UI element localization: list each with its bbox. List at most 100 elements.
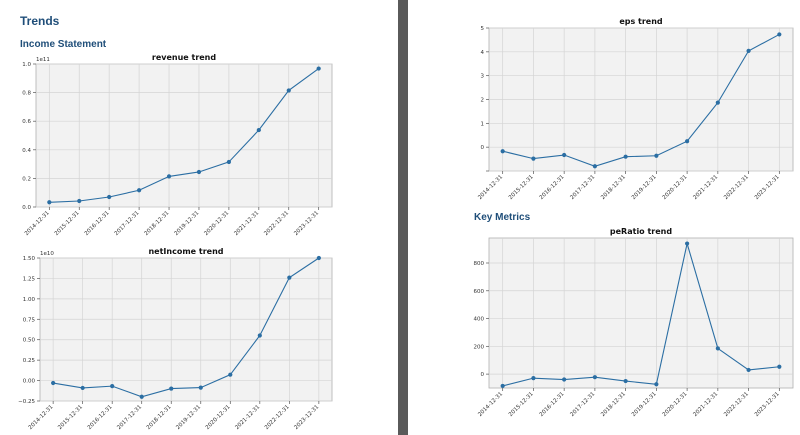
data-point	[715, 100, 720, 105]
x-tick-label: 2019-12-31	[174, 210, 201, 237]
plot-area	[488, 237, 794, 389]
x-tick-label: 2021-12-31	[692, 391, 719, 418]
y-tick-label: 1.00	[23, 297, 36, 303]
data-point	[746, 48, 751, 53]
data-point	[562, 377, 567, 382]
x-tick-label: 2018-12-31	[144, 210, 171, 237]
data-point	[256, 127, 261, 133]
x-tick-label: 2014-12-31	[28, 404, 55, 431]
y-tick-label: 0.6	[22, 119, 31, 125]
x-tick-label: 2015-12-31	[57, 404, 84, 431]
data-point	[137, 188, 142, 193]
axis-offset-text: 1e11	[36, 57, 50, 63]
netincome-trend-chart: −0.25 0.00 0.25 0.50 0.75 1.00 1.25 1.50 2014-12…	[18, 247, 333, 431]
data-point	[685, 139, 690, 144]
chart-title: netIncome trend	[148, 247, 223, 256]
x-tick-label: 2016-12-31	[84, 210, 111, 237]
data-point	[592, 375, 597, 380]
data-point	[562, 152, 567, 158]
x-tick-label: 2022-12-31	[264, 404, 291, 431]
data-point	[287, 275, 292, 280]
series-line	[502, 33, 780, 167]
series-line	[49, 68, 320, 203]
x-tick-label: 2021-12-31	[692, 174, 719, 201]
data-point	[623, 378, 628, 384]
x-tick-label: 2014-12-31	[477, 391, 504, 418]
data-point	[139, 394, 144, 399]
trends-heading: Trends	[20, 14, 60, 28]
y-tick-label: 600	[474, 289, 485, 295]
data-point	[715, 346, 720, 351]
data-point	[500, 383, 505, 389]
data-point	[257, 333, 262, 338]
data-point	[654, 153, 659, 158]
x-tick-label: 2017-12-31	[114, 210, 141, 237]
plot-area	[35, 63, 333, 208]
x-tick-label: 2015-12-31	[54, 210, 81, 237]
data-point	[777, 32, 782, 37]
data-point	[746, 367, 751, 373]
x-tick-label: 2018-12-31	[146, 404, 173, 431]
x-tick-label: 2021-12-31	[234, 404, 261, 431]
x-tick-label: 2017-12-31	[569, 391, 596, 418]
plot-area	[39, 257, 333, 402]
x-tick-label: 2016-12-31	[539, 391, 566, 418]
chart-title: peRatio trend	[610, 227, 672, 236]
y-tick-label: 400	[474, 317, 485, 323]
data-point	[77, 198, 82, 204]
series-line	[53, 257, 320, 398]
y-tick-label: 0	[481, 145, 485, 151]
x-tick-label: 2020-12-31	[205, 404, 232, 431]
data-point	[196, 169, 202, 175]
data-point	[226, 159, 231, 165]
x-tick-label: 2022-12-31	[723, 174, 750, 201]
data-point	[286, 88, 291, 93]
x-tick-label: 2022-12-31	[723, 391, 750, 418]
y-tick-label: 1	[481, 121, 485, 127]
y-tick-label: 0.4	[22, 148, 31, 154]
x-tick-label: 2020-12-31	[203, 210, 230, 237]
pane-divider[interactable]	[398, 0, 408, 435]
eps-trend-chart: 0 1 2 3 4 5 2014-12-31 2015-12-31 2016-12-31 2017…	[477, 17, 794, 201]
x-tick-label: 2017-12-31	[116, 404, 143, 431]
y-tick-label: 0.00	[23, 379, 36, 385]
y-tick-label: 0.25	[23, 358, 36, 364]
data-point	[166, 174, 172, 179]
x-tick-label: 2016-12-31	[539, 174, 566, 201]
data-point	[531, 376, 536, 381]
y-tick-label: 200	[474, 344, 485, 350]
x-tick-label: 2018-12-31	[600, 391, 627, 418]
y-tick-label: 0.50	[23, 338, 36, 344]
series-line	[502, 243, 780, 387]
data-point	[80, 385, 85, 391]
x-tick-label: 2019-12-31	[631, 174, 658, 201]
income-statement-heading: Income Statement	[20, 39, 107, 50]
x-tick-label: 2018-12-31	[600, 174, 627, 201]
y-tick-label: 0.8	[22, 91, 31, 97]
x-tick-label: 2023-12-31	[293, 210, 320, 237]
x-tick-label: 2015-12-31	[508, 174, 535, 201]
left-report-pane: Trends Income Statement 0.0 0.2 0.4 0.6 0.8 1…	[0, 0, 398, 435]
y-tick-label: 800	[474, 261, 485, 267]
data-point	[316, 66, 321, 71]
x-tick-label: 2023-12-31	[754, 174, 781, 201]
y-tick-label: 1.50	[23, 256, 36, 262]
axis-offset-text: 1e10	[40, 251, 54, 257]
y-tick-label: 4	[481, 50, 485, 56]
x-tick-label: 2022-12-31	[263, 210, 290, 237]
y-tick-label: 0.75	[23, 317, 36, 323]
right-report-pane: 0 1 2 3 4 5 2014-12-31 2015-12-31 2016-12-31 2017…	[408, 0, 800, 435]
x-tick-label: 2023-12-31	[754, 391, 781, 418]
chart-title: revenue trend	[152, 53, 217, 62]
data-point	[198, 385, 203, 390]
data-point	[531, 156, 536, 161]
data-point	[228, 372, 233, 377]
data-point	[316, 255, 321, 261]
x-tick-label: 2019-12-31	[631, 391, 658, 418]
data-point	[500, 149, 505, 154]
y-tick-label: 0.2	[22, 176, 31, 182]
data-point	[169, 386, 174, 391]
y-tick-label: −0.25	[18, 399, 35, 405]
x-tick-label: 2016-12-31	[87, 404, 114, 431]
